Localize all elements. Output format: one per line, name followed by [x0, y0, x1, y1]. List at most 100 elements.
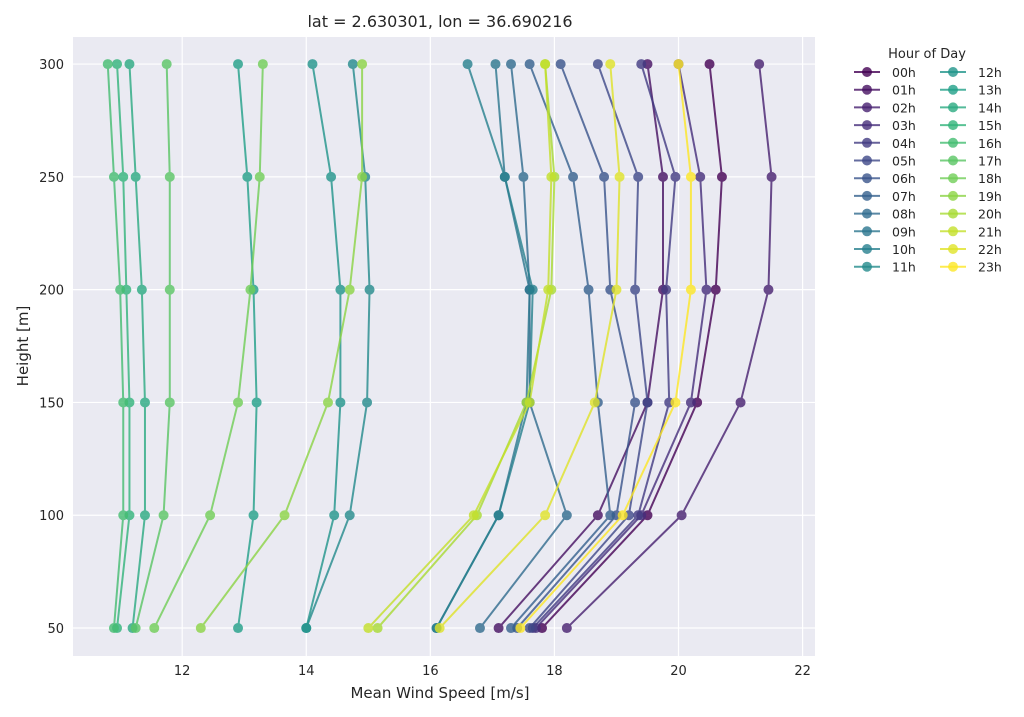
data-point [118, 510, 129, 521]
data-point [344, 510, 355, 521]
data-point [540, 59, 551, 70]
legend-marker [948, 84, 958, 95]
series-18h [149, 59, 268, 634]
x-tick-label: 18 [546, 664, 563, 679]
legend-item: 06h [854, 171, 916, 186]
legend-item: 04h [854, 136, 916, 151]
legend-item: 03h [854, 118, 916, 133]
legend-item: 00h [854, 65, 916, 80]
series-line [479, 63, 568, 629]
data-point [754, 59, 765, 70]
data-point [364, 284, 375, 295]
data-point [161, 59, 172, 70]
data-point [543, 284, 554, 295]
legend: Hour of Day 00h 01h 02h 03h 04h 05h 06h 07h 08h 0… [854, 47, 1002, 275]
data-point [372, 623, 383, 634]
legend-label: 05h [892, 154, 916, 169]
data-point [630, 284, 641, 295]
data-point [490, 59, 501, 70]
series-06h [512, 59, 641, 634]
data-point [540, 510, 551, 521]
data-point [642, 397, 653, 408]
data-point [766, 171, 777, 182]
legend-marker [948, 102, 958, 113]
series-line [367, 64, 553, 629]
legend-label: 12h [978, 65, 1002, 80]
data-point [164, 171, 175, 182]
data-point [636, 59, 647, 70]
data-point [763, 284, 774, 295]
legend-marker [862, 208, 872, 219]
data-point [633, 171, 644, 182]
series-line [305, 63, 371, 629]
data-point [670, 171, 681, 182]
data-point [685, 284, 696, 295]
data-point [676, 510, 687, 521]
data-point [139, 397, 150, 408]
legend-label: 21h [978, 224, 1002, 239]
legend-label: 23h [978, 260, 1002, 275]
data-point [716, 171, 727, 182]
legend-label: 08h [892, 207, 916, 222]
data-point [362, 397, 373, 408]
legend-label: 00h [892, 65, 916, 80]
series-23h [515, 59, 696, 634]
x-tick-label: 16 [422, 664, 439, 679]
data-point [633, 510, 644, 521]
legend-marker [948, 190, 958, 201]
legend-item: 23h [940, 260, 1002, 275]
legend-label: 20h [978, 207, 1002, 222]
data-point [515, 623, 526, 634]
legend-item: 09h [854, 224, 916, 239]
series-line [497, 63, 665, 629]
legend-label: 14h [978, 100, 1002, 115]
series-line [106, 64, 125, 629]
data-point [474, 623, 485, 634]
legend-item: 11h [854, 260, 916, 275]
data-point [130, 623, 141, 634]
data-point [115, 284, 126, 295]
data-point [335, 284, 346, 295]
legend-item: 05h [854, 154, 916, 169]
data-point [108, 171, 119, 182]
series-line [435, 63, 534, 629]
data-point [685, 171, 696, 182]
data-point [673, 59, 684, 70]
legend-marker [862, 190, 872, 201]
data-point [670, 397, 681, 408]
data-point [301, 623, 312, 634]
legend-item: 19h [940, 189, 1002, 204]
legend-marker [862, 137, 872, 148]
series-line [116, 64, 131, 629]
data-point [518, 171, 529, 182]
data-point [112, 59, 123, 70]
data-point [499, 171, 510, 182]
series-line [528, 63, 649, 629]
data-point [279, 510, 290, 521]
data-point [630, 397, 641, 408]
data-point [561, 623, 572, 634]
data-point [434, 623, 445, 634]
data-point [583, 284, 594, 295]
y-tick-label: 200 [39, 284, 64, 299]
data-point [605, 59, 616, 70]
data-point [493, 623, 504, 634]
series-line [516, 63, 637, 629]
data-point [335, 397, 346, 408]
series-line [510, 63, 612, 629]
x-tick-label: 22 [794, 664, 811, 679]
series-line [541, 63, 723, 629]
data-point [233, 397, 244, 408]
legend-label: 07h [892, 189, 916, 204]
legend-item: 10h [854, 242, 916, 257]
legend-label: 09h [892, 224, 916, 239]
data-point [130, 171, 141, 182]
data-point [735, 397, 746, 408]
y-tick-label: 250 [39, 171, 64, 186]
legend-item: 13h [940, 83, 1002, 98]
data-point [118, 171, 129, 182]
data-point [710, 284, 721, 295]
legend-item: 02h [854, 100, 916, 115]
y-tick-label: 300 [39, 58, 64, 73]
